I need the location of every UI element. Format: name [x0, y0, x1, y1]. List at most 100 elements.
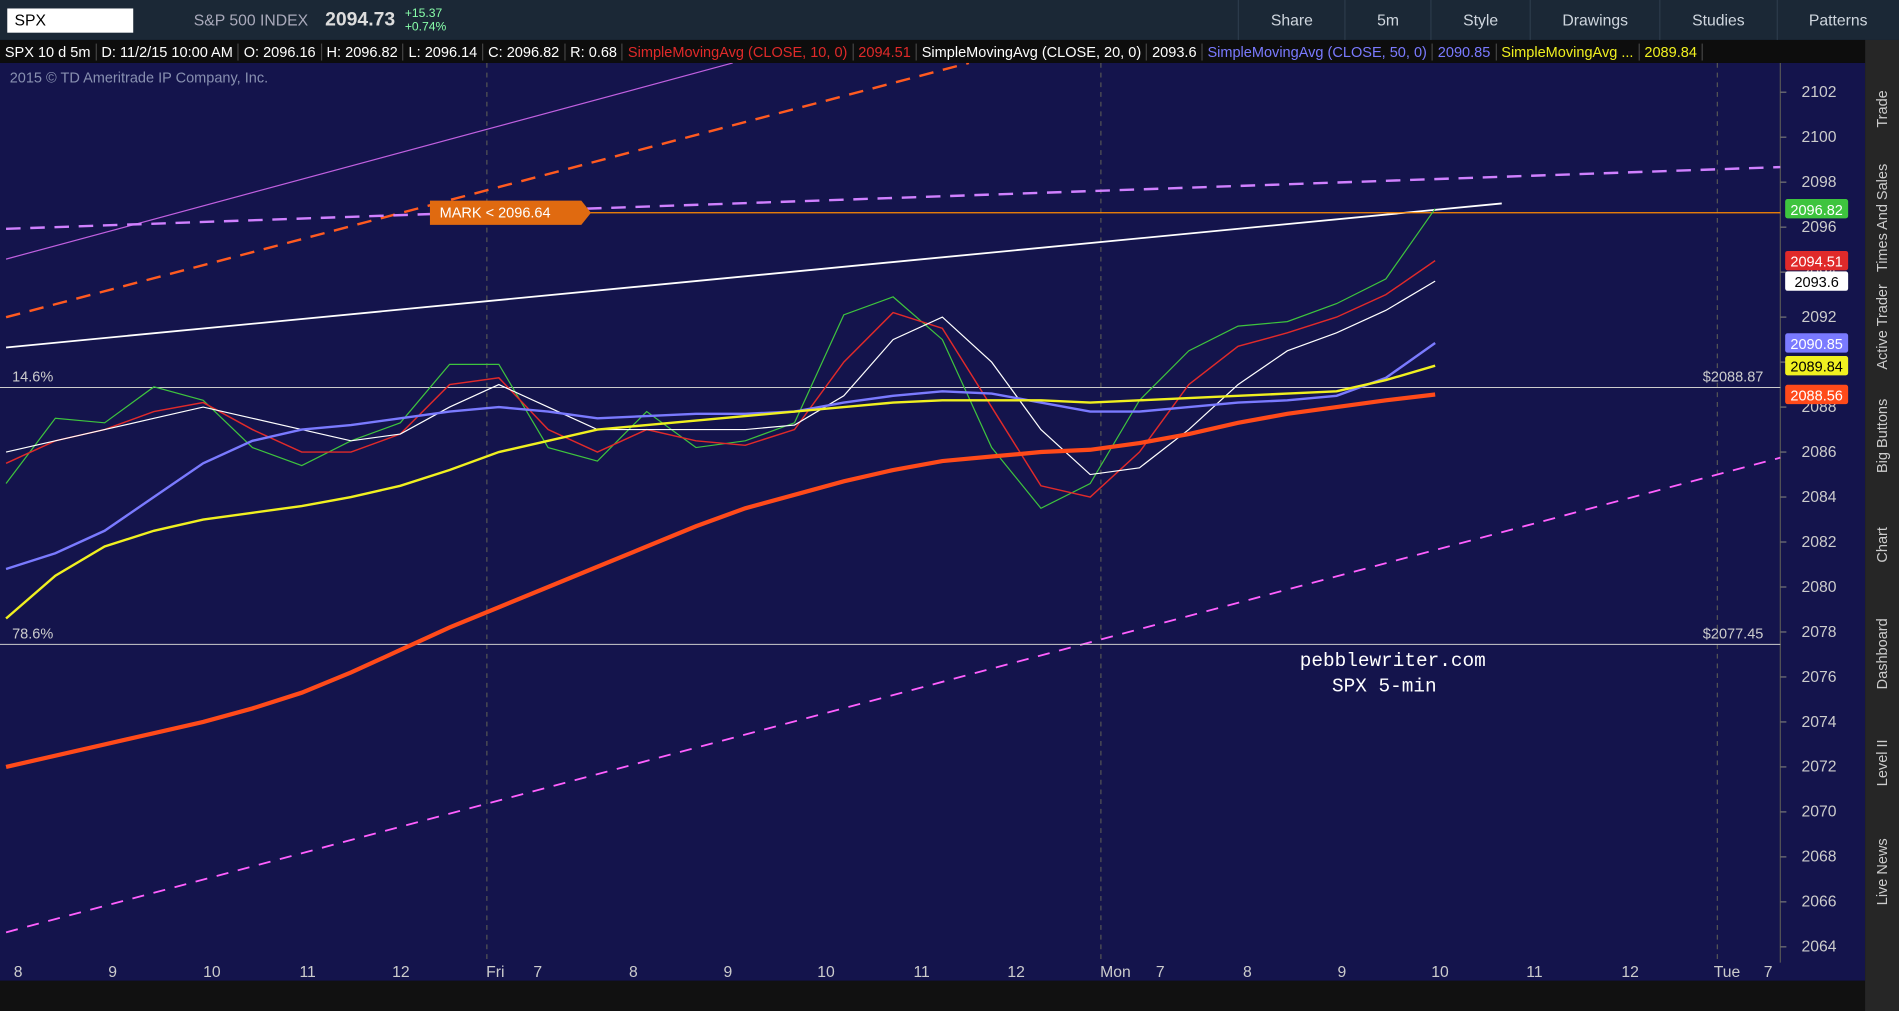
y-tick-label: 2100 [1802, 129, 1837, 146]
x-tick-label: 9 [1338, 964, 1347, 981]
level-price: $2077.45 [1703, 626, 1764, 642]
price-label: 2094.51 [1790, 255, 1842, 271]
toolbar: SPX S&P 500 INDEX 2094.73 +15.37 +0.74% S… [0, 0, 1899, 40]
toolbar-button[interactable]: Patterns [1776, 0, 1899, 40]
trend-line [6, 165, 1781, 231]
price-label: 2090.85 [1790, 337, 1842, 353]
title: SPX 5-min [1332, 675, 1437, 697]
price-label-bg [1785, 199, 1849, 219]
sidebar-tab: Big Buttons [1875, 399, 1891, 473]
y-tick-label: 2070 [1802, 804, 1837, 821]
x-tick-label: Fri [486, 964, 504, 981]
last-price: 2094.73 [325, 9, 396, 30]
x-tick-label: 7 [533, 964, 542, 981]
legend-value: 2094.51 [853, 42, 917, 60]
price-label-bg [1785, 250, 1849, 271]
y-tick-label: 2064 [1802, 939, 1837, 956]
x-tick-label: 7 [1764, 964, 1773, 981]
x-tick-label: 8 [14, 964, 23, 981]
info: H: 2096.82 [322, 42, 404, 60]
info: SPX 10 d 5m [0, 42, 97, 60]
x-tick-label: Tue [1714, 964, 1741, 981]
x-tick-label: Mon [1100, 964, 1131, 981]
x-tick-label: 12 [1621, 964, 1639, 981]
level-percent: 78.6% [12, 626, 53, 642]
y-tick-label: 2074 [1802, 714, 1837, 731]
price-label-bg [1785, 355, 1849, 376]
x-tick-label: 11 [1526, 964, 1542, 981]
sidebar-tab: Live News [1875, 838, 1891, 905]
x-tick-label: 12 [1007, 964, 1025, 981]
x-tick-label: 11 [913, 964, 929, 981]
x-tick-label: 8 [1243, 964, 1252, 981]
trend-line [5, 61, 970, 319]
price-label-bg [1785, 333, 1849, 353]
bottom-bar [0, 980, 1866, 1011]
y-tick-label: 2084 [1802, 489, 1837, 506]
toolbar-button[interactable]: Drawings [1529, 0, 1660, 40]
change: +15.37 +0.74% [405, 7, 446, 34]
price-label: 2096.82 [1790, 203, 1842, 219]
plot-bg [0, 62, 1866, 981]
toolbar-button[interactable]: Style [1430, 0, 1529, 40]
series-line [5, 280, 1436, 476]
trend-line [5, 202, 1502, 349]
mark-label: MARK < 2096.64 [440, 206, 551, 222]
sidebar-tab: Active Trader [1875, 284, 1891, 370]
legend-name: SimpleMovingAvg (CLOSE, 10, 0) [623, 42, 854, 60]
legend-name: SimpleMovingAvg ... [1496, 42, 1640, 60]
x-tick-label: 9 [108, 964, 117, 981]
description: S&P 500 INDEX [193, 10, 309, 30]
price-label-bg [1785, 384, 1849, 405]
legend-value: 2090.85 [1433, 42, 1497, 60]
change-pct: +0.74% [404, 19, 447, 34]
y-tick-label: 2072 [1802, 759, 1837, 776]
trend-line [5, 62, 733, 260]
legend-name: SimpleMovingAvg (CLOSE, 50, 0) [1203, 42, 1433, 60]
legend: SimpleMovingAvg (CLOSE, 10, 0) 2094.51 Sim… [623, 42, 1703, 60]
sidebar-tab: Level II [1875, 739, 1891, 786]
x-tick-label: 8 [629, 964, 638, 981]
series-line [5, 392, 1436, 769]
symbol-input[interactable]: SPX [7, 7, 134, 33]
mark-box [429, 200, 592, 225]
price-label: 2093.6 [1794, 275, 1838, 291]
y-tick-label: 2096 [1802, 219, 1837, 236]
y-tick-label: 2082 [1802, 534, 1837, 551]
x-tick-label: 10 [203, 964, 221, 981]
trend-line [5, 456, 1781, 934]
sidebar-tab: Chart [1875, 527, 1891, 562]
y-tick-label: 2066 [1802, 894, 1837, 911]
y-tick-label: 2080 [1802, 579, 1837, 596]
info-bar: SPX 10 d 5m D: 11/2/15 10:00 AM O: 2096.… [0, 39, 1866, 63]
buttons: Share 5m Style Drawings Studies Patterns [1238, 0, 1899, 40]
y-tick-label: 2086 [1802, 444, 1837, 461]
info: C: 2096.82 [483, 42, 566, 60]
sidebar-tab: Times And Sales [1875, 164, 1891, 272]
info: L: 2096.14 [404, 42, 484, 60]
x-tick-label: 12 [392, 964, 410, 981]
toolbar-button[interactable]: Share [1238, 0, 1344, 40]
series-line [5, 208, 1436, 510]
y-tick-label: 2098 [1802, 174, 1837, 191]
sidebar-tab: Trade [1875, 90, 1891, 127]
series-line [5, 260, 1436, 498]
legend-name: SimpleMovingAvg (CLOSE, 20, 0) [917, 42, 1148, 60]
x-tick-label: 7 [1156, 964, 1165, 981]
price-label-bg [1785, 271, 1849, 291]
price-label: 2089.84 [1790, 360, 1842, 376]
info: D: 11/2/15 10:00 AM [97, 42, 239, 60]
sidebar-tab: Dashboard [1875, 618, 1891, 689]
subtitle: pebblewriter.com [1300, 650, 1486, 672]
toolbar-button[interactable]: Studies [1659, 0, 1776, 40]
toolbar-button[interactable]: 5m [1344, 0, 1430, 40]
legend-value: 2089.84 [1640, 42, 1703, 60]
y-tick-label: 2076 [1802, 669, 1837, 686]
level-price: $2088.87 [1703, 369, 1764, 385]
sidebar [1865, 39, 1899, 1011]
y-tick-label: 2078 [1802, 624, 1837, 641]
x-tick-label: 9 [723, 964, 732, 981]
